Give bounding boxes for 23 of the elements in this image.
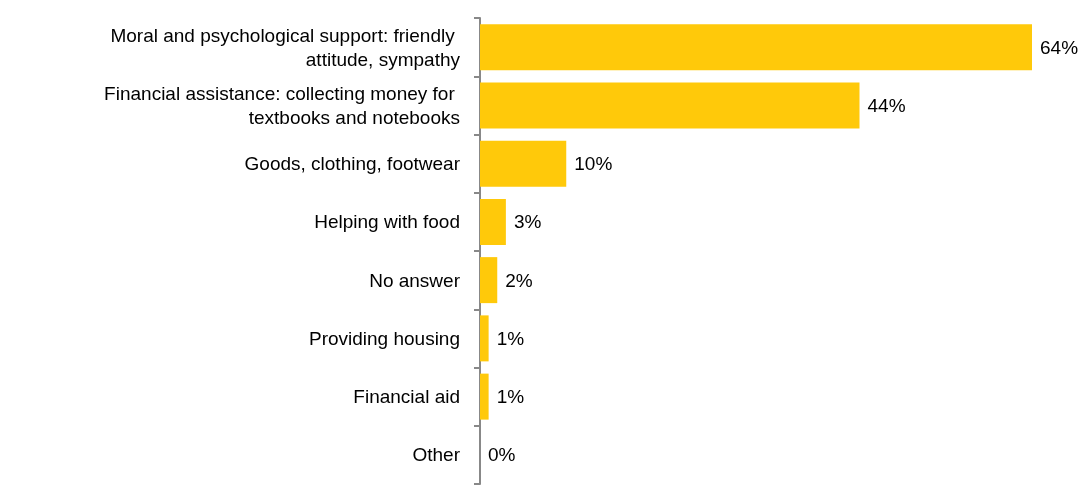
data-label: 1% (496, 327, 525, 349)
y-tick-label: Other (412, 444, 461, 466)
y-tick-label: Goods, clothing, footwear (244, 153, 461, 175)
data-label: 0% (488, 444, 516, 466)
bar (480, 140, 567, 187)
data-label: 2% (505, 269, 533, 291)
bar (480, 373, 489, 420)
data-label: 10% (574, 153, 613, 175)
bar (480, 257, 498, 304)
y-tick-label: Moral and psychological support: friendly attitude, sympathy (110, 24, 461, 70)
data-label: 1% (496, 386, 525, 408)
bar (480, 198, 506, 245)
y-tick-label: Financial aid (353, 386, 460, 408)
y-tick-label: Helping with food (314, 211, 460, 233)
data-label: 64% (1040, 36, 1079, 58)
y-tick-label: Providing housing (308, 327, 460, 349)
bar (480, 315, 489, 362)
bar (480, 82, 860, 129)
y-tick-label: No answer (369, 269, 461, 291)
data-label: 44% (867, 94, 906, 116)
bar (480, 24, 1032, 71)
y-tick-label: Financial assistance: collecting money for textbooks and notebooks (104, 82, 460, 128)
data-label: 3% (513, 211, 542, 233)
